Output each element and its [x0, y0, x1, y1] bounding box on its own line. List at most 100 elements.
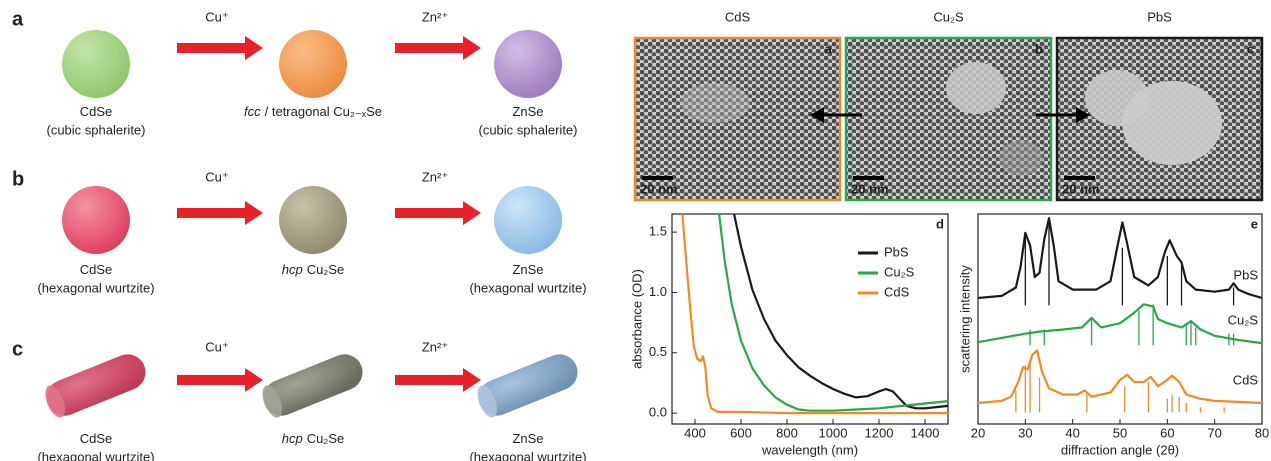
- particle-name: ZnSe: [512, 104, 543, 119]
- series-line: [978, 304, 1262, 343]
- scheme-label: c: [12, 338, 23, 360]
- particle-phase: (hexagonal wurtzite): [469, 449, 586, 461]
- x-tick-label: 20: [971, 425, 985, 440]
- tem-region: [680, 83, 750, 123]
- reaction-arrow: [395, 368, 481, 392]
- x-axis-label: wavelength (nm): [761, 442, 858, 457]
- particle-phase: (hexagonal wurtzite): [469, 280, 586, 295]
- reagent-label: Cu⁺: [205, 169, 228, 184]
- x-tick-label: 60: [1160, 425, 1174, 440]
- tem-title: Cu₂S: [933, 9, 964, 24]
- panel-label: d: [936, 216, 944, 231]
- particle-name: fcc / tetragonal Cu₂₋ₓSe: [244, 104, 382, 119]
- reagent-label: Cu⁺: [205, 9, 228, 24]
- y-axis-label: absorbance (OD): [629, 269, 644, 369]
- particle-formula: CdSe: [80, 262, 113, 277]
- tem-label: b: [1035, 41, 1043, 56]
- y-tick-label: 0.0: [649, 405, 667, 420]
- particle-name: hcp Cu₂Se: [282, 262, 345, 277]
- y-tick-label: 1.0: [649, 284, 667, 299]
- reagent-label: Zn²⁺: [422, 169, 448, 184]
- plot-frame: [978, 214, 1262, 424]
- y-axis-label: scattering intensity: [957, 265, 972, 373]
- particle-formula: ZnSe: [512, 262, 543, 277]
- reaction-arrow: [395, 201, 481, 225]
- particle-formula: / tetragonal Cu₂₋ₓSe: [265, 104, 382, 119]
- x-tick-label: 40: [1065, 425, 1079, 440]
- reaction-arrow: [177, 36, 263, 60]
- x-tick-label: 70: [1207, 425, 1221, 440]
- nanoparticle: [62, 30, 130, 98]
- x-tick-label: 1400: [911, 425, 940, 440]
- x-tick-label: 600: [730, 425, 752, 440]
- legend-label: Cu₂S: [884, 264, 915, 279]
- nanorod: [41, 349, 151, 421]
- tem-region: [946, 62, 1006, 114]
- series-line: [734, 214, 948, 408]
- x-tick-label: 800: [776, 425, 798, 440]
- reagent-label: Zn²⁺: [422, 9, 448, 24]
- scheme-label: a: [12, 8, 24, 30]
- plot-area: [978, 218, 1262, 412]
- reaction-arrow: [177, 201, 263, 225]
- particle-formula: Cu₂Se: [307, 431, 345, 446]
- particle-phase: (cubic sphalerite): [47, 122, 146, 137]
- nanoparticle: [62, 186, 130, 254]
- tem-label: c: [1247, 41, 1254, 56]
- tem-title: CdS: [725, 9, 751, 24]
- x-tick-label: 80: [1255, 425, 1269, 440]
- particle-formula: Cu₂Se: [307, 262, 345, 277]
- tem-region: [1122, 81, 1222, 165]
- scheme-label: b: [12, 168, 24, 190]
- nanoparticle: [279, 30, 347, 98]
- phase-italic: hcp: [282, 262, 303, 277]
- series-label: Cu₂S: [1228, 313, 1259, 328]
- reaction-arrow: [177, 368, 263, 392]
- tem-region: [999, 140, 1043, 176]
- panel-label: e: [1251, 216, 1258, 231]
- reagent-label: Cu⁺: [205, 339, 228, 354]
- tem-label: a: [825, 41, 833, 56]
- series-line: [719, 214, 948, 411]
- tem-image: [635, 38, 840, 200]
- particle-formula: CdSe: [80, 104, 113, 119]
- particle-name: CdSe: [80, 262, 113, 277]
- particle-name: ZnSe: [512, 262, 543, 277]
- particle-formula: ZnSe: [512, 431, 543, 446]
- y-tick-label: 0.5: [649, 344, 667, 359]
- nanoparticle: [494, 30, 562, 98]
- nanorod: [258, 349, 368, 421]
- legend-label: CdS: [884, 284, 910, 299]
- particle-phase: (cubic sphalerite): [479, 122, 578, 137]
- particle-name: hcp Cu₂Se: [282, 431, 345, 446]
- nanorod: [473, 349, 583, 421]
- series-label: PbS: [1233, 267, 1258, 282]
- phase-italic: hcp: [282, 431, 303, 446]
- x-tick-label: 50: [1113, 425, 1127, 440]
- particle-name: CdSe: [80, 104, 113, 119]
- x-tick-label: 1200: [865, 425, 894, 440]
- x-tick-label: 30: [1018, 425, 1032, 440]
- phase-italic: fcc: [244, 104, 261, 119]
- scale-label: 20 nm: [1062, 181, 1100, 196]
- legend-label: PbS: [884, 244, 909, 259]
- y-tick-label: 1.5: [649, 224, 667, 239]
- x-tick-label: 1000: [819, 425, 848, 440]
- nanoparticle: [279, 186, 347, 254]
- particle-formula: ZnSe: [512, 104, 543, 119]
- particle-phase: (hexagonal wurtzite): [37, 449, 154, 461]
- reaction-arrow: [395, 36, 481, 60]
- particle-name: ZnSe: [512, 431, 543, 446]
- series-label: CdS: [1233, 372, 1259, 387]
- series-line: [978, 351, 1262, 404]
- particle-phase: (hexagonal wurtzite): [37, 280, 154, 295]
- series-line: [978, 218, 1262, 298]
- particle-name: CdSe: [80, 431, 113, 446]
- reagent-label: Zn²⁺: [422, 339, 448, 354]
- tem-title: PbS: [1147, 9, 1172, 24]
- x-tick-label: 400: [684, 425, 706, 440]
- nanoparticle: [494, 186, 562, 254]
- scale-label: 20 nm: [640, 181, 678, 196]
- scale-label: 20 nm: [851, 181, 889, 196]
- figure: aCu⁺Zn²⁺CdSe(cubic sphalerite)fcc/ tetra…: [0, 0, 1271, 461]
